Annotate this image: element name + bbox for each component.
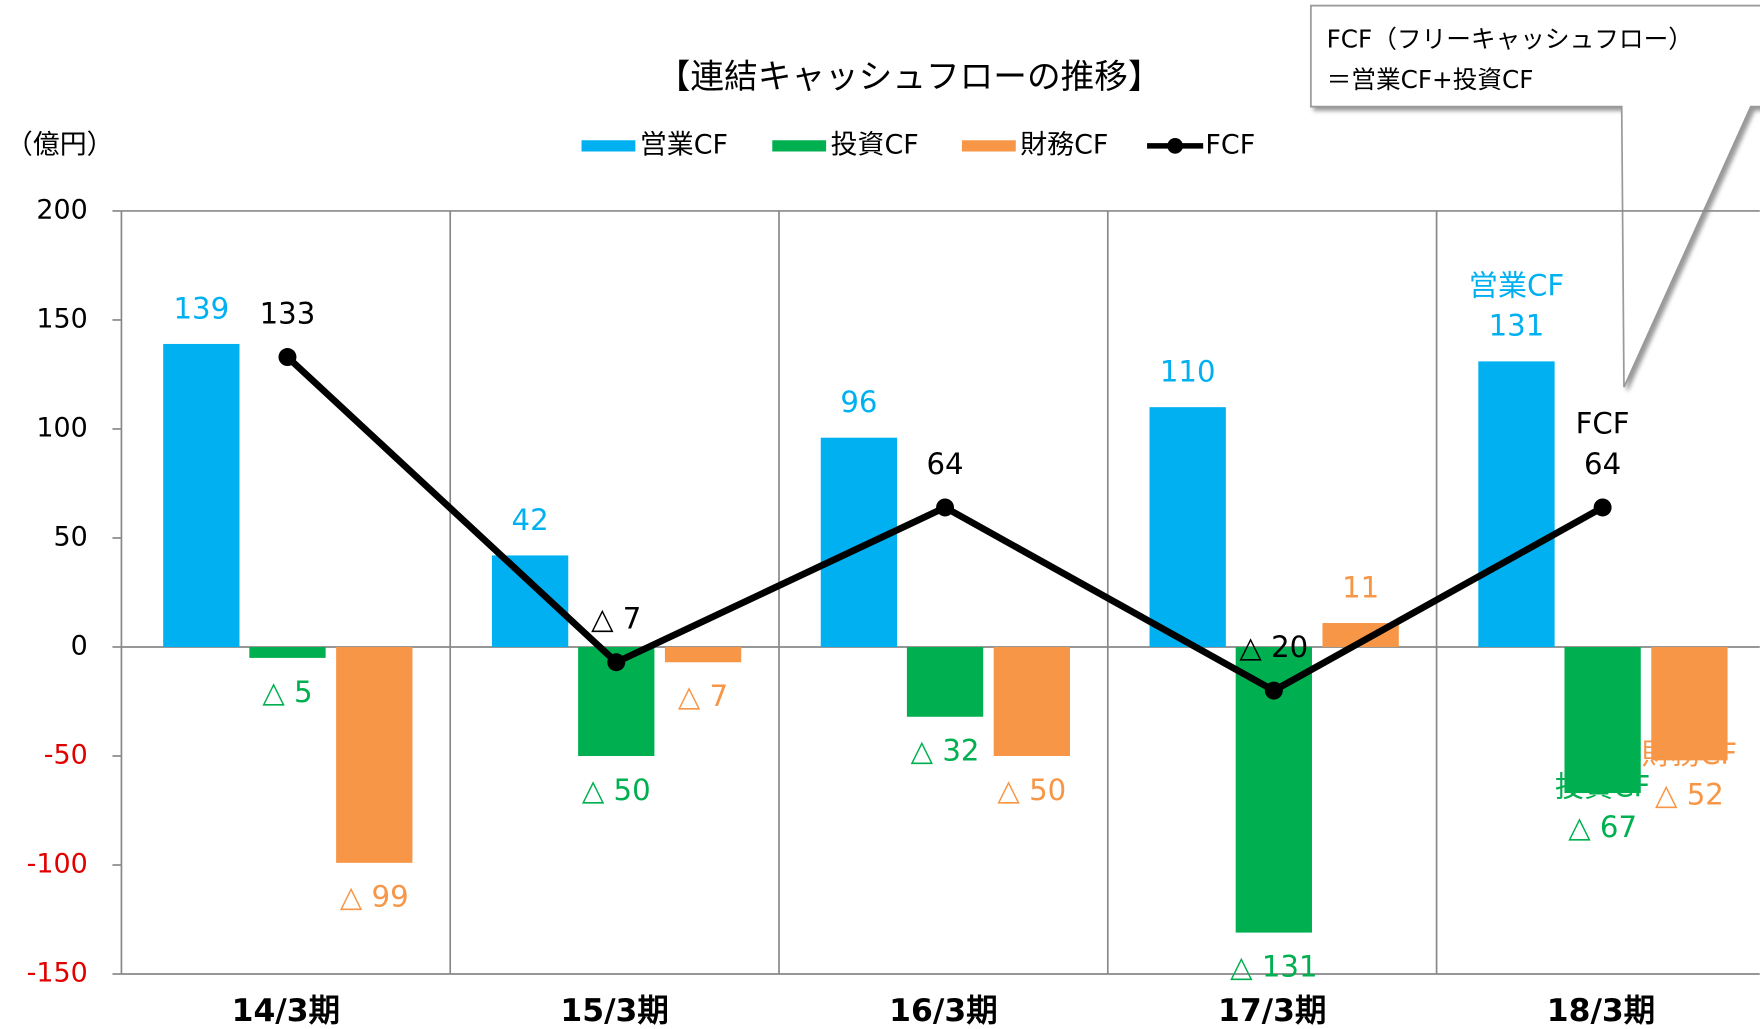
data-label: △ 20 xyxy=(1239,630,1308,664)
line-point xyxy=(278,348,297,367)
y-tick-label: 200 xyxy=(36,194,87,225)
legend-swatch xyxy=(772,140,827,152)
bar xyxy=(1478,361,1555,647)
y-tick-label: 0 xyxy=(71,630,88,661)
bar xyxy=(993,646,1070,756)
data-label: 131 xyxy=(1489,309,1545,343)
x-tick-label: 16/3期 xyxy=(889,993,997,1029)
chart-title: 【連結キャッシュフローの推移】 xyxy=(657,57,1162,96)
series-name-label: 財務CF xyxy=(1642,737,1737,771)
line-point xyxy=(607,653,626,672)
series-name-label: FCF xyxy=(1576,407,1630,441)
annotation: ＝営業CF+投資CF xyxy=(1327,65,1534,94)
data-label: △ 67 xyxy=(1568,810,1637,844)
bar xyxy=(906,646,984,717)
bar xyxy=(664,646,742,663)
data-label: △ 50 xyxy=(997,773,1066,807)
data-label: △ 99 xyxy=(340,880,409,914)
data-label: 139 xyxy=(174,291,230,325)
data-label: 11 xyxy=(1342,570,1379,604)
bar xyxy=(336,646,413,863)
x-tick-label: 14/3期 xyxy=(232,993,340,1029)
data-label: 64 xyxy=(926,447,963,481)
y-tick-label: -100 xyxy=(27,849,88,880)
bar xyxy=(1564,646,1641,794)
y-tick-label: 100 xyxy=(36,412,87,443)
legend-label: 投資CF xyxy=(831,129,919,160)
annotation: FCF（フリーキャッシュフロー） xyxy=(1327,24,1693,53)
legend-label: FCF xyxy=(1205,129,1255,160)
bar xyxy=(820,437,898,647)
data-label: △ 52 xyxy=(1655,777,1724,811)
line-point xyxy=(1264,681,1283,700)
data-label: 133 xyxy=(260,297,316,331)
y-tick-label: 150 xyxy=(36,303,87,334)
x-tick-label: 17/3期 xyxy=(1218,993,1326,1029)
data-label: 96 xyxy=(840,385,877,419)
data-label: △ 50 xyxy=(582,773,651,807)
legend-swatch xyxy=(1167,138,1183,154)
series-name-label: 投資CF xyxy=(1555,770,1650,804)
x-tick-label: 15/3期 xyxy=(560,993,668,1029)
y-tick-label: -150 xyxy=(27,958,88,989)
line-point xyxy=(936,498,955,517)
data-label: △ 7 xyxy=(591,602,641,636)
data-label: △ 131 xyxy=(1230,950,1317,984)
series-name-label: 営業CF xyxy=(1469,268,1564,302)
legend-swatch xyxy=(581,140,636,152)
y-tick-label: 50 xyxy=(54,521,88,552)
bar xyxy=(1149,407,1226,647)
x-tick-label: 18/3期 xyxy=(1547,993,1655,1029)
legend-swatch xyxy=(961,140,1016,152)
y-axis-label: （億円） xyxy=(6,129,114,160)
data-label: 110 xyxy=(1160,355,1216,389)
legend-label: 営業CF xyxy=(640,129,728,160)
data-label: 42 xyxy=(512,503,549,537)
callout xyxy=(1310,4,1760,388)
bar xyxy=(163,343,240,647)
data-label: △ 7 xyxy=(678,679,728,713)
line-point xyxy=(1593,498,1612,517)
bar xyxy=(1651,646,1728,761)
legend-label: 財務CF xyxy=(1020,129,1108,160)
bar xyxy=(249,646,326,658)
bar xyxy=(491,555,569,647)
data-label: △ 32 xyxy=(911,734,980,768)
line xyxy=(285,354,1605,695)
y-tick-label: -50 xyxy=(44,740,88,771)
data-label: 64 xyxy=(1584,447,1621,481)
data-label: △ 5 xyxy=(262,675,312,709)
